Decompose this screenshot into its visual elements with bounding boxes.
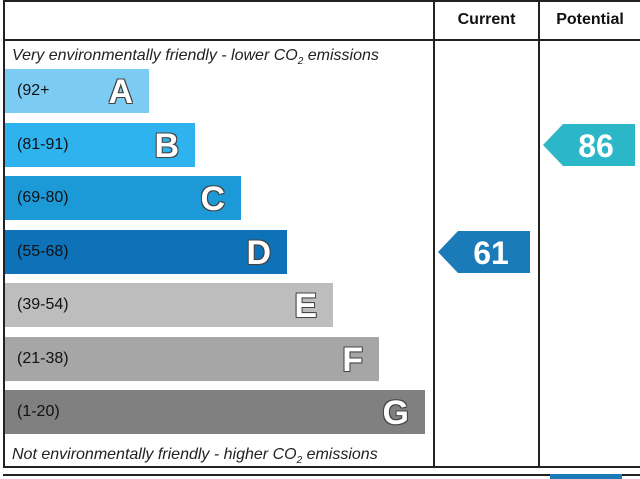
band-range-label: (39-54) <box>17 296 69 313</box>
band-range-label: (81-91) <box>17 135 69 153</box>
caption-bottom-subscript: 2 <box>296 455 303 467</box>
band-letter: A <box>108 73 133 111</box>
rating-band-g: (1-20) G <box>5 390 425 434</box>
band-letter: B <box>154 126 179 165</box>
chart-frame <box>3 0 640 468</box>
rating-band-f: (21-38) F <box>5 336 379 381</box>
band-letter: D <box>246 233 271 272</box>
band-range-label: (1-20) <box>17 403 60 420</box>
caption-top: Very environmentally friendly - lower CO… <box>12 47 379 67</box>
next-section-border <box>3 474 640 476</box>
column-header-current: Current <box>457 11 516 28</box>
band-letter: G <box>382 394 409 432</box>
potential-rating-value: 86 <box>578 127 614 164</box>
header-divider <box>3 39 640 41</box>
rating-band-a: (92+ A <box>5 69 149 113</box>
current-rating-value: 61 <box>473 234 509 271</box>
caption-bottom-suffix: emissions <box>302 446 378 463</box>
caption-bottom-text: Not environmentally friendly - higher CO <box>12 446 297 463</box>
current-rating-arrow: 61 <box>438 230 530 273</box>
rating-band-b: (81-91) B <box>5 122 195 167</box>
rating-band-d: (55-68) D <box>5 229 287 274</box>
next-section-strip <box>0 468 640 479</box>
band-letter: F <box>342 340 363 379</box>
band-range-label: (21-38) <box>17 349 69 367</box>
band-range-label: (69-80) <box>17 189 69 206</box>
rating-band-e: (39-54) E <box>5 283 333 327</box>
caption-top-text: Very environmentally friendly - lower CO <box>12 47 298 64</box>
column-header-potential: Potential <box>556 11 624 28</box>
rating-band-c: (69-80) C <box>5 176 241 220</box>
potential-rating-arrow: 86 <box>543 123 635 166</box>
caption-top-suffix: emissions <box>303 47 379 64</box>
caption-bottom: Not environmentally friendly - higher CO… <box>12 446 378 466</box>
divider-current <box>433 0 435 468</box>
band-letter: C <box>200 180 225 218</box>
band-letter: E <box>294 287 317 325</box>
next-section-marker <box>550 474 622 479</box>
potential-arrow-shape <box>543 123 635 166</box>
band-range-label: (92+ <box>17 82 50 99</box>
band-range-label: (55-68) <box>17 242 69 260</box>
caption-top-subscript: 2 <box>297 56 304 68</box>
current-arrow-shape <box>438 230 530 273</box>
divider-potential <box>538 0 540 468</box>
